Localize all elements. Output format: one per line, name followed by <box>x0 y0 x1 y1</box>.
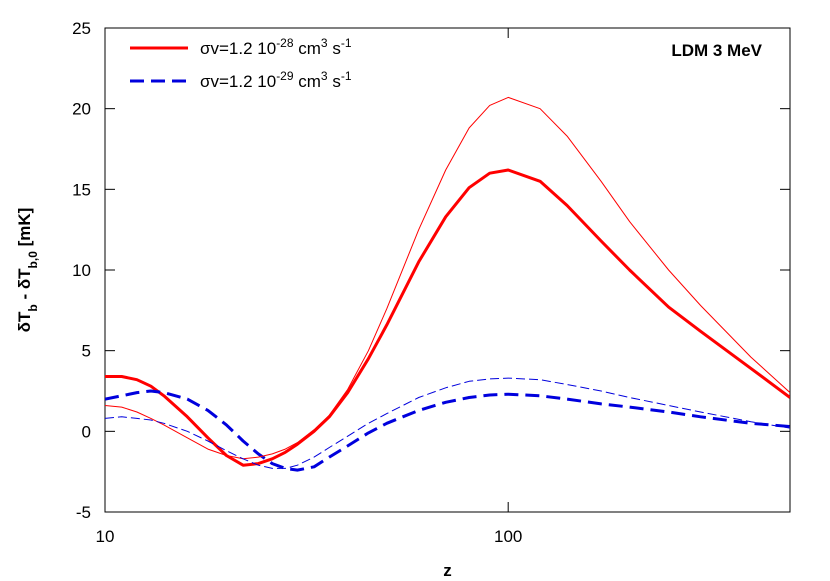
legend-label-part: σv=1.2 10 <box>200 39 276 58</box>
y-tick-label: 0 <box>82 422 91 441</box>
x-axis-label: z <box>443 561 452 580</box>
annotation: LDM 3 MeV <box>671 41 762 60</box>
legend-label-part: 3 <box>321 69 328 83</box>
series-line <box>105 168 790 467</box>
y-tick-label: 5 <box>82 342 91 361</box>
x-tick-label: 10 <box>96 527 115 546</box>
series-line <box>105 389 790 472</box>
y-axis-label-part: δT <box>15 311 34 332</box>
legend-label: σv=1.2 10-29 cm3 s-1 <box>200 69 352 91</box>
legend-label-part: -29 <box>276 69 294 83</box>
y-axis-label-part: - δT <box>15 268 34 304</box>
legend-label-part: cm <box>294 39 321 58</box>
legend-label-part: σv=1.2 10 <box>200 72 276 91</box>
y-tick-label: 20 <box>72 100 91 119</box>
legend-label-part: 3 <box>321 36 328 50</box>
y-tick-label: 10 <box>72 261 91 280</box>
legend-label-part: -1 <box>341 69 352 83</box>
legend-label-part: s <box>328 72 341 91</box>
legend-label-part: -1 <box>341 36 352 50</box>
y-axis-label-part: b <box>26 304 40 311</box>
legend-label-part: -28 <box>276 36 294 50</box>
legend-label-part: cm <box>294 72 321 91</box>
legend-label: σv=1.2 10-28 cm3 s-1 <box>200 36 352 58</box>
y-axis-label-part: b,0 <box>26 251 40 269</box>
y-axis-label: δTb - δTb,0 [mK] <box>15 208 40 333</box>
y-tick-label: 15 <box>72 180 91 199</box>
y-axis-label-part: [mK] <box>15 208 34 251</box>
y-tick-label: -5 <box>76 503 91 522</box>
legend-label-part: s <box>328 39 341 58</box>
series-line <box>105 377 790 469</box>
x-tick-label: 100 <box>494 527 522 546</box>
y-tick-label: 25 <box>72 19 91 38</box>
series-line <box>105 96 790 460</box>
